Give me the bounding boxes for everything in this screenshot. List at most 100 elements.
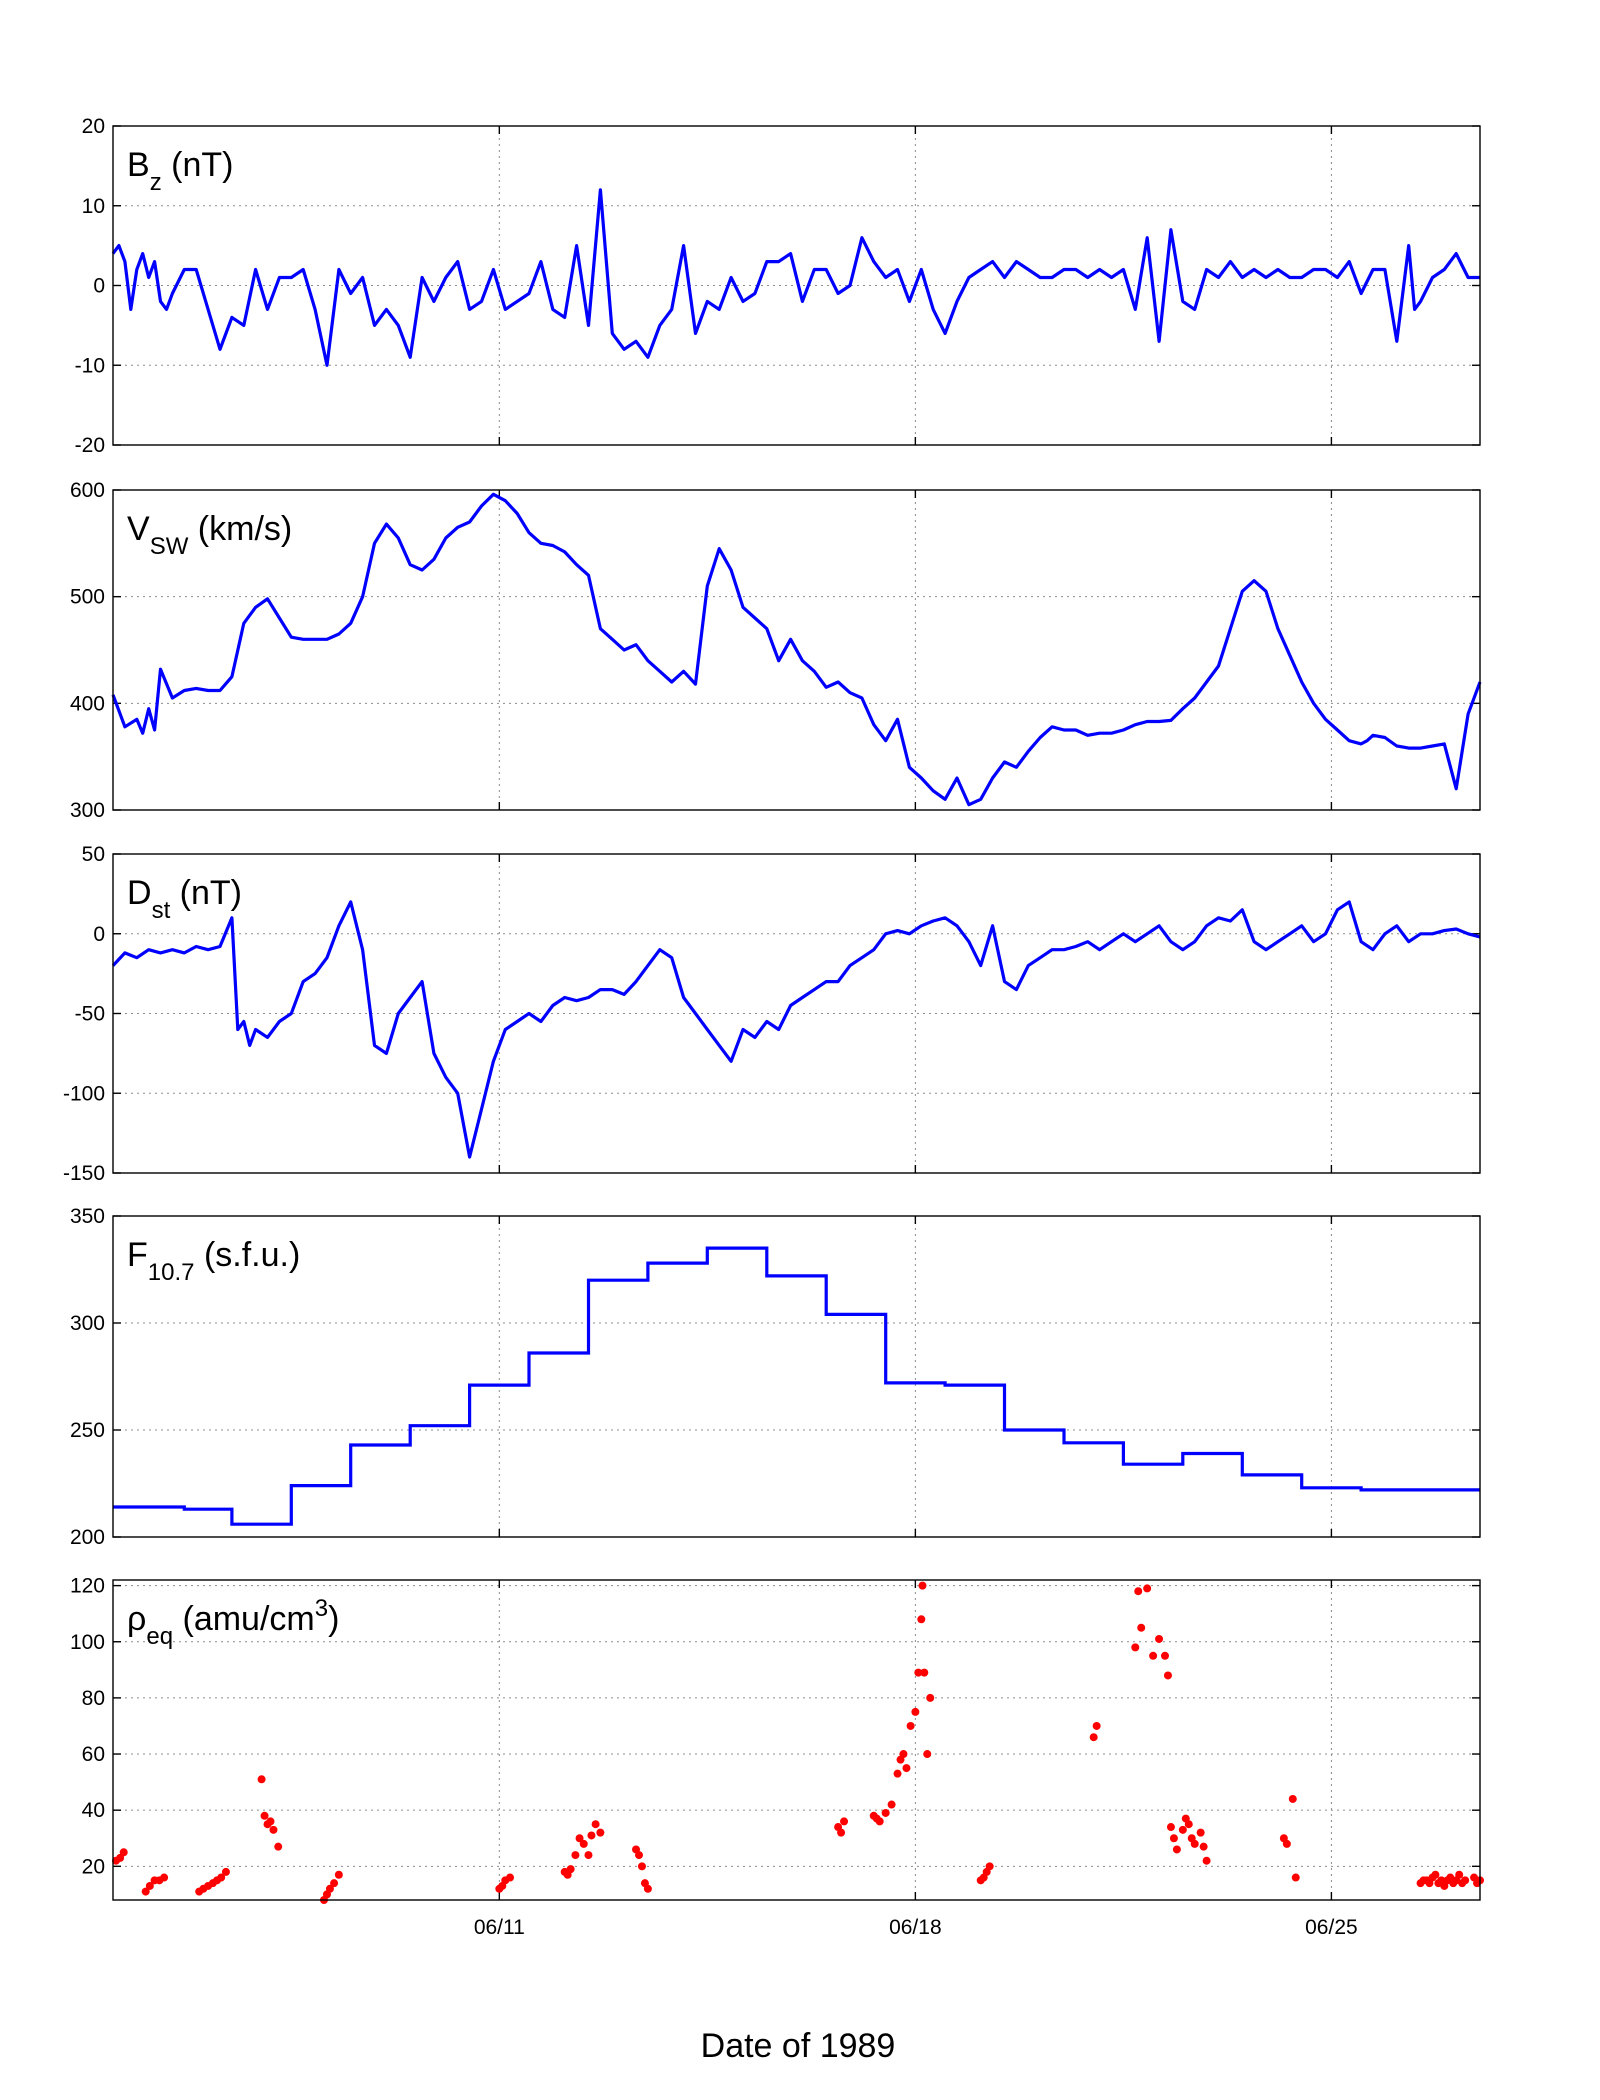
data-point (1089, 1733, 1098, 1742)
panel-label-sub: 10.7 (148, 1259, 195, 1286)
panel-label-unit: (nT) (162, 146, 234, 184)
axes-frame (112, 853, 1481, 1174)
y-tick-label: 120 (70, 1575, 105, 1598)
data-point (566, 1865, 575, 1874)
x-tick-label: 06/18 (889, 1916, 942, 1939)
data-point (911, 1707, 920, 1716)
data-point (881, 1808, 890, 1817)
panel-label-main: V (127, 510, 150, 548)
y-tick-label: 0 (93, 923, 105, 946)
y-tick-label: 500 (70, 586, 105, 609)
y-tick-label: 300 (70, 799, 105, 822)
panel-label: F10.7 (s.f.u.) (127, 1236, 300, 1286)
y-tick-label: 200 (70, 1526, 105, 1549)
series-line (111, 188, 1480, 367)
data-point (893, 1769, 902, 1778)
y-tick-label: 10 (82, 195, 105, 218)
y-tick-label: -10 (75, 354, 105, 377)
panel-label-unit: (s.f.u.) (195, 1236, 301, 1274)
data-point (145, 1881, 154, 1890)
data-point (584, 1851, 593, 1860)
panel-label-unit: (km/s) (188, 510, 292, 548)
data-point (260, 1811, 269, 1820)
data-point (119, 1848, 128, 1857)
data-point (591, 1820, 600, 1829)
data-point (926, 1693, 935, 1702)
y-tick-label: 600 (70, 479, 105, 502)
data-point (637, 1862, 646, 1871)
panel-label-close: ) (328, 1600, 339, 1638)
panel-label-main: B (127, 146, 150, 184)
data-point (840, 1817, 849, 1826)
data-point (269, 1825, 278, 1834)
data-point (1137, 1623, 1146, 1632)
panel-label: Dst (nT) (127, 874, 242, 924)
data-point (274, 1842, 283, 1851)
data-point (917, 1615, 926, 1624)
series-line (111, 492, 1482, 807)
panel-label-unit: (nT) (170, 874, 242, 912)
data-point (1202, 1856, 1211, 1865)
data-point (1461, 1876, 1470, 1885)
panel-label-main: F (127, 1236, 148, 1274)
data-point (1199, 1842, 1208, 1851)
panel-label-sub: SW (150, 533, 189, 560)
data-point (160, 1873, 169, 1882)
data-point (1431, 1870, 1440, 1879)
data-point (506, 1873, 515, 1882)
panel-label-sub: st (152, 897, 171, 924)
y-tick-label: -20 (75, 434, 105, 457)
data-point (1143, 1584, 1152, 1593)
panel-5: 120 100 80 60 40 20 ρeq (amu/cm3) 06/11 06/18 06/… (70, 1575, 1484, 1939)
data-point (1163, 1671, 1172, 1680)
series-line (111, 900, 1481, 1159)
panel-2: 600 500 400 300 VSW (km/s) (70, 479, 1482, 822)
data-point (985, 1862, 994, 1871)
y-tick-label: 80 (82, 1687, 105, 1710)
panel-label: ρeq (amu/cm3) (127, 1595, 339, 1650)
data-point (902, 1764, 911, 1773)
axes-frame (112, 489, 1481, 811)
y-tick-label: 0 (93, 275, 105, 298)
axes-frame (112, 1215, 1481, 1538)
data-point (325, 1884, 334, 1893)
y-tick-label: -150 (63, 1162, 105, 1185)
data-point (1092, 1721, 1101, 1730)
data-point (334, 1870, 343, 1879)
data-point (571, 1851, 580, 1860)
data-point (330, 1879, 339, 1888)
data-point (1134, 1587, 1143, 1596)
data-point (914, 1668, 923, 1677)
panel-4: 350 300 250 200 F10.7 (s.f.u.) (70, 1205, 1481, 1549)
y-tick-label: 60 (82, 1743, 105, 1766)
panel-label-sup: 3 (315, 1595, 328, 1622)
data-point (1169, 1834, 1178, 1843)
data-point (217, 1873, 226, 1882)
y-tick-label: 50 (82, 843, 105, 866)
data-point (579, 1839, 588, 1848)
axes-frame (112, 1579, 1481, 1901)
y-tick-label: 250 (70, 1419, 105, 1442)
panel-label: VSW (km/s) (127, 510, 292, 560)
data-point (920, 1668, 929, 1677)
data-point (596, 1828, 605, 1837)
panel-label-main: ρ (127, 1600, 146, 1638)
panel-label-sub: z (150, 169, 162, 196)
data-point (1131, 1643, 1140, 1652)
data-point (221, 1867, 230, 1876)
y-tick-label: 100 (70, 1631, 105, 1654)
y-tick-label: 350 (70, 1205, 105, 1228)
data-point (1288, 1794, 1297, 1803)
y-tick-label: -50 (75, 1003, 105, 1026)
axes-frame (112, 125, 1481, 446)
y-tick-label: 300 (70, 1312, 105, 1335)
data-point (634, 1851, 643, 1860)
x-axis-label: Date of 1989 (701, 2027, 896, 2065)
data-point (587, 1831, 596, 1840)
data-point (1155, 1634, 1164, 1643)
panel-label-unit: (amu/cm (173, 1600, 315, 1638)
data-point (1166, 1823, 1175, 1832)
data-point (837, 1828, 846, 1837)
